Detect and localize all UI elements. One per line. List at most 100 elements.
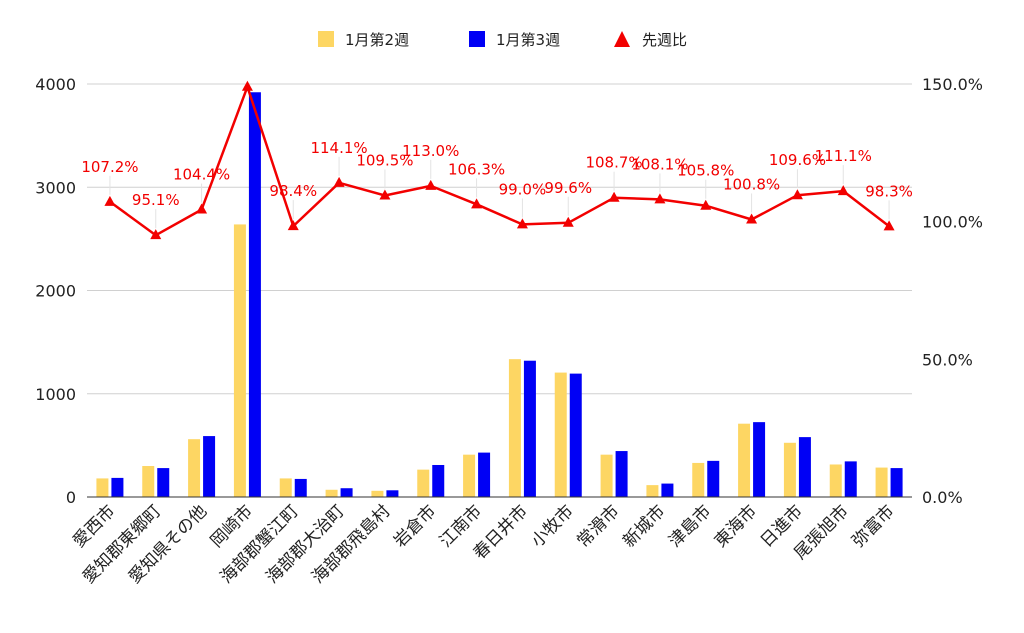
bar-series-2	[615, 451, 628, 497]
ratio-point	[746, 213, 758, 224]
data-label: 111.1%	[815, 147, 872, 165]
data-label: 100.8%	[723, 175, 780, 193]
left-axis-tick-label: 1000	[35, 385, 76, 404]
ratio-point	[150, 229, 162, 240]
ratio-point	[516, 218, 528, 229]
bar-series-1	[783, 442, 796, 497]
bar-series-2	[523, 360, 536, 497]
data-label: 105.8%	[677, 162, 734, 180]
right-axis-ticks: 0.0% 50.0% 100.0% 150.0%	[922, 75, 983, 507]
data-label: 109.6%	[769, 151, 826, 169]
bar-series-1	[875, 467, 888, 497]
bar-series-2	[203, 436, 216, 497]
ratio-point	[883, 220, 895, 231]
data-label: 107.2%	[81, 158, 138, 176]
bar-series-1	[233, 224, 246, 498]
bar-series-2	[111, 477, 124, 497]
ratio-point	[608, 191, 620, 202]
bar-series-1	[829, 464, 842, 497]
data-label: 106.3%	[448, 160, 505, 178]
category-label: 岩倉市	[390, 501, 440, 551]
category-label: 小牧市	[528, 501, 578, 551]
category-label: 弥富市	[848, 501, 898, 551]
category-label: 津島市	[665, 501, 715, 551]
data-label: 99.0%	[499, 180, 547, 198]
bar-series-1	[554, 372, 567, 497]
category-label: 新城市	[619, 501, 669, 551]
bar-series-2	[294, 478, 307, 497]
bar-series-2	[707, 460, 720, 497]
bar-series-2	[248, 92, 261, 497]
left-axis-tick-label: 4000	[35, 75, 76, 94]
bar-series-2	[753, 422, 766, 497]
ratio-point	[196, 203, 208, 214]
bar-series-1	[188, 439, 201, 497]
right-axis-tick-label: 150.0%	[922, 75, 983, 94]
category-label: 東海市	[711, 501, 761, 551]
bar-series-2	[798, 437, 811, 497]
bar-series-2	[661, 483, 674, 497]
ratio-point	[241, 80, 253, 91]
bar-series-2	[478, 452, 491, 497]
right-axis-tick-label: 50.0%	[922, 350, 973, 369]
data-label: 98.4%	[269, 182, 317, 200]
legend-label-series-1: 1月第2週	[345, 31, 409, 49]
data-label: 95.1%	[132, 191, 180, 209]
ratio-point	[471, 198, 483, 209]
bar-series-2	[340, 488, 353, 497]
legend-swatch-series-1	[318, 31, 334, 47]
bar-series-2	[844, 461, 857, 497]
right-axis-tick-label: 0.0%	[922, 488, 963, 507]
category-label: 常滑市	[573, 501, 623, 551]
left-axis-tick-label: 0	[66, 488, 76, 507]
bar-series-1	[142, 466, 155, 497]
legend-swatch-series-2	[469, 31, 485, 47]
legend: 1月第2週 1月第3週 先週比	[318, 31, 687, 49]
bar-series-1	[96, 478, 109, 497]
ratio-point	[104, 195, 116, 206]
ratio-point	[287, 220, 299, 231]
ratio-point	[791, 189, 803, 200]
bar-series-1	[692, 462, 705, 497]
bar-series-2	[569, 373, 582, 497]
ratio-point	[654, 193, 666, 204]
legend-marker-series-3	[614, 31, 630, 47]
bar-series-1	[371, 490, 384, 497]
ratio-point	[379, 189, 391, 200]
bar-series	[96, 92, 903, 498]
ratio-point	[837, 185, 849, 196]
bar-series-2	[432, 464, 445, 497]
ratio-point	[700, 199, 712, 210]
bar-series-1	[600, 454, 613, 497]
line-series	[104, 80, 895, 240]
ratio-point	[562, 216, 574, 227]
gridlines	[87, 83, 912, 395]
data-label: 113.0%	[402, 142, 459, 160]
data-label: 99.6%	[544, 179, 592, 197]
data-label: 98.3%	[865, 182, 913, 200]
bar-series-1	[325, 489, 338, 497]
data-label: 104.4%	[173, 166, 230, 184]
legend-label-series-2: 1月第3週	[496, 31, 560, 49]
bar-series-2	[890, 468, 903, 497]
category-labels: 愛西市愛知郡東郷町愛知県その他岡崎市海部郡蟹江町海部郡大治町海部郡飛島村岩倉市江…	[69, 501, 898, 587]
bar-series-1	[508, 359, 521, 497]
ratio-point	[333, 176, 345, 187]
right-axis-tick-label: 100.0%	[922, 213, 983, 232]
bar-series-1	[646, 485, 659, 497]
data-label: 108.1%	[631, 155, 688, 173]
bar-series-2	[157, 468, 170, 497]
left-axis-ticks: 0 1000 2000 3000 4000	[35, 75, 76, 507]
data-labels: 107.2% 95.1% 104.4% 98.4% 114.1%109.5%113.0%…	[81, 139, 913, 229]
data-label: 108.7%	[585, 154, 642, 172]
data-label: 114.1%	[310, 139, 367, 157]
legend-label-series-3: 先週比	[642, 31, 687, 49]
bar-series-1	[738, 423, 751, 497]
left-axis-tick-label: 2000	[35, 282, 76, 301]
bar-series-2	[386, 490, 399, 497]
ratio-line	[109, 85, 890, 237]
left-axis-tick-label: 3000	[35, 178, 76, 197]
data-label: 109.5%	[356, 152, 413, 170]
bar-series-1	[279, 478, 292, 497]
